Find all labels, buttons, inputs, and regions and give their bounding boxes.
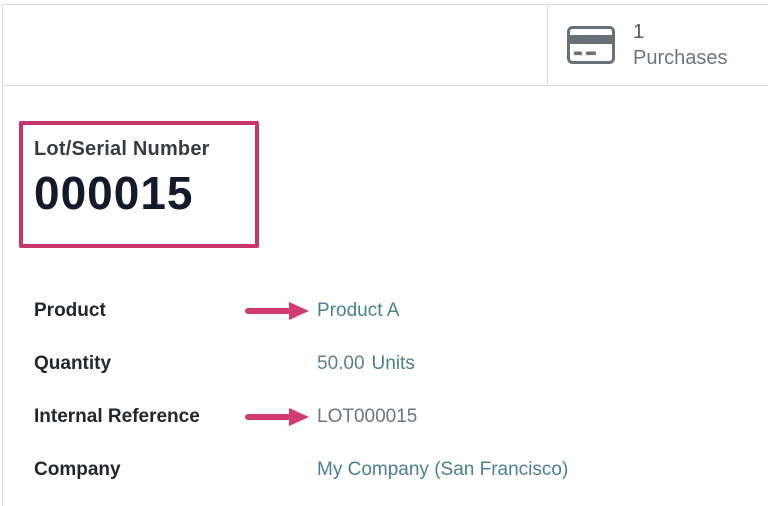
- lot-serial-highlight-box: Lot/Serial Number 000015: [19, 121, 259, 248]
- lot-serial-number-label: Lot/Serial Number: [34, 138, 210, 160]
- form-sheet: Lot/Serial Number 000015 Product Product…: [3, 87, 768, 506]
- form-panel: 1 Purchases Lot/Serial Number 000015 Pro…: [2, 4, 768, 506]
- field-row-quantity: Quantity 50.00 Units: [3, 337, 768, 390]
- internal-reference-value: LOT000015: [317, 405, 418, 427]
- product-value-link[interactable]: Product A: [317, 299, 400, 321]
- field-rows: Product Product A Quantity 50.00 Units: [3, 284, 768, 496]
- arrow-right-icon: [245, 301, 309, 320]
- arrow-slot: [245, 301, 317, 320]
- arrow-slot: [245, 407, 317, 426]
- company-value-link[interactable]: My Company (San Francisco): [317, 458, 569, 480]
- quantity-label: Quantity: [34, 352, 112, 374]
- company-label: Company: [34, 458, 121, 480]
- quantity-unit-link[interactable]: Units: [371, 352, 415, 374]
- purchases-label: Purchases: [633, 47, 728, 69]
- field-row-product: Product Product A: [3, 284, 768, 337]
- arrow-right-icon: [245, 407, 309, 426]
- product-label: Product: [34, 299, 106, 321]
- field-row-internal-reference: Internal Reference LOT000015: [3, 390, 768, 443]
- lot-serial-number-value: 000015: [34, 167, 194, 219]
- purchases-count: 1: [633, 21, 645, 43]
- stat-button-strip: 1 Purchases: [3, 5, 768, 86]
- purchases-stat-button[interactable]: 1 Purchases: [547, 5, 768, 85]
- stat-text: 1 Purchases: [633, 19, 728, 71]
- quantity-value: 50.00: [317, 352, 365, 374]
- internal-reference-label: Internal Reference: [34, 405, 200, 427]
- field-row-company: Company My Company (San Francisco): [3, 443, 768, 496]
- credit-card-icon: [567, 26, 615, 64]
